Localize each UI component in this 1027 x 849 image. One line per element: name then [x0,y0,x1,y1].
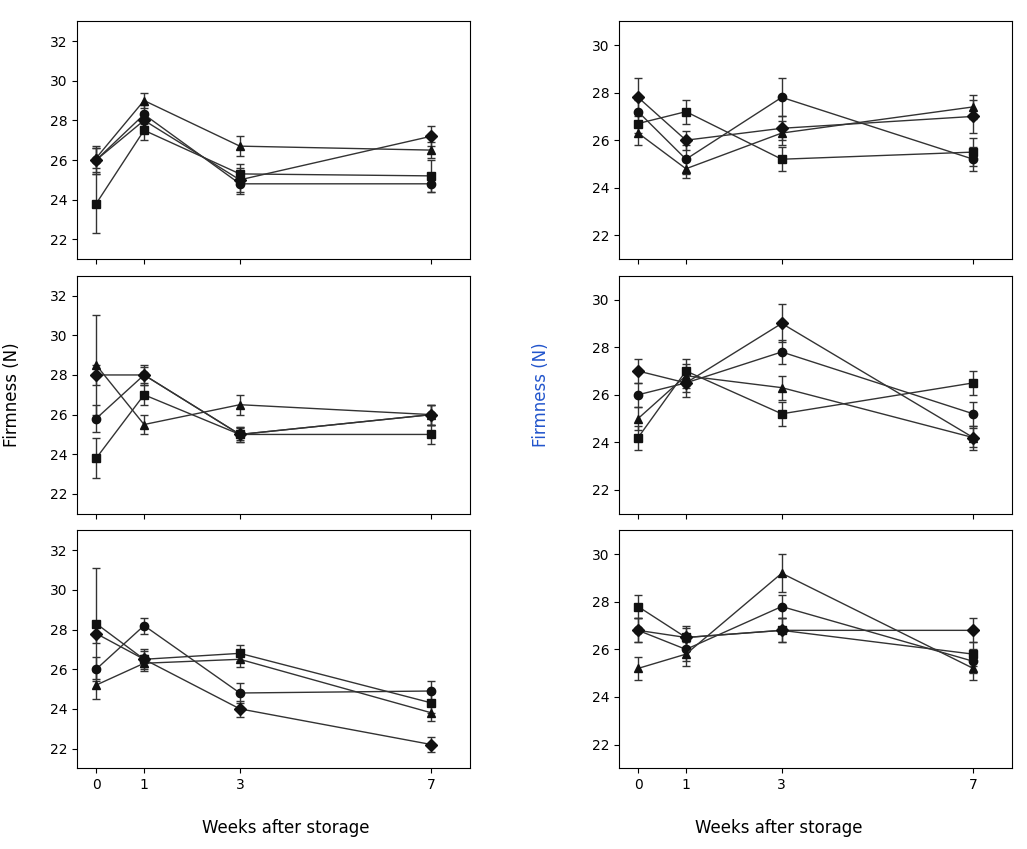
Text: Firmness (N): Firmness (N) [3,342,22,447]
Text: Weeks after storage: Weeks after storage [201,818,370,837]
Text: Firmness (N): Firmness (N) [532,342,550,447]
Text: Weeks after storage: Weeks after storage [694,818,863,837]
